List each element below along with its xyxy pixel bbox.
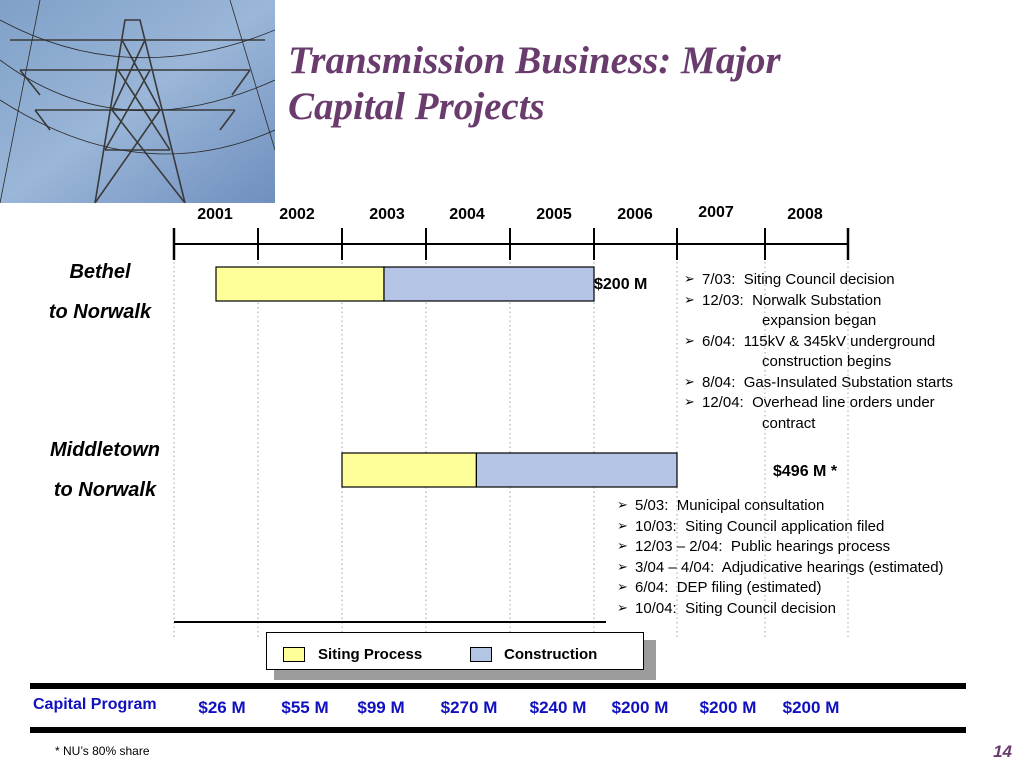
- milestone-item: 3/04 – 4/04: Adjudicative hearings (esti…: [617, 558, 944, 579]
- capital-program-value: $270 M: [440, 698, 498, 717]
- program-rule-bottom: [30, 727, 966, 733]
- capital-program-value: $240 M: [529, 698, 587, 717]
- milestone-item: 10/04: Siting Council decision: [617, 599, 944, 620]
- milestone-text: 115kV & 345kV underground: [743, 332, 936, 350]
- milestone-date: 12/04:: [702, 394, 744, 411]
- milestone-item: 12/03 – 2/04: Public hearings process: [617, 537, 944, 558]
- siting-bar: [341, 452, 477, 488]
- program-rule-top: [30, 683, 966, 689]
- milestone-text-continued: contract: [762, 414, 816, 432]
- capital-program-value: $200 M: [699, 698, 757, 717]
- milestone-date: 3/04 – 4/04:: [635, 558, 715, 576]
- milestone-date: 12/03 – 2/04:: [635, 538, 723, 555]
- legend-label-siting: Siting Process: [318, 646, 423, 663]
- milestone-text: Gas-Insulated Substation starts: [743, 373, 953, 391]
- legend-swatch-siting: [283, 647, 305, 662]
- milestone-item: 7/03: Siting Council decision: [684, 270, 953, 291]
- milestone-text-continued: expansion began: [762, 312, 877, 329]
- title-line-1: Transmission Business: Major: [288, 39, 781, 82]
- project-label-bethel: Bethel to Norwalk: [30, 252, 170, 332]
- milestone-text: Siting Council decision: [685, 599, 836, 617]
- capital-program-value: $26 M: [198, 698, 246, 717]
- capital-program-label: Capital Program: [33, 696, 157, 713]
- project-cost-bethel: $200 M: [594, 276, 648, 293]
- project-name-line-1: Middletown: [50, 439, 160, 461]
- milestone-date: 12/03:: [702, 291, 744, 309]
- milestone-date: 10/04:: [635, 599, 677, 617]
- transmission-tower-photo: [0, 0, 275, 203]
- milestone-text: Norwalk Substation: [752, 291, 882, 309]
- milestone-text: Municipal consultation: [676, 497, 825, 514]
- milestone-text: Adjudicative hearings (estimated): [721, 558, 944, 576]
- project-label-middletown: Middletown to Norwalk: [35, 430, 175, 510]
- year-tick-label: 2006: [617, 206, 653, 223]
- capital-program-value: $55 M: [281, 698, 329, 717]
- legend-swatch-construction: [470, 647, 492, 662]
- year-tick-label: 2007: [698, 204, 734, 221]
- milestones-bethel: 7/03: Siting Council decision12/03: Norw…: [684, 270, 953, 434]
- project-name-line-2: to Norwalk: [53, 479, 157, 501]
- milestones-middletown: 5/03: Municipal consultation10/03: Sitin…: [617, 496, 944, 619]
- milestone-item: 5/03: Municipal consultation: [617, 496, 944, 517]
- capital-program-value: $200 M: [611, 698, 669, 717]
- milestone-item: 8/04: Gas-Insulated Substation starts: [684, 373, 953, 394]
- construction-bar: [475, 452, 678, 488]
- project-cost-middletown: $496 M *: [773, 463, 838, 480]
- milestone-item: 12/04: Overhead line orders under contrac…: [684, 393, 953, 434]
- legend: Siting Process Construction: [266, 632, 644, 670]
- project-name-line-1: Bethel: [69, 261, 131, 283]
- milestone-item: 10/03: Siting Council application filed: [617, 517, 944, 538]
- milestone-date: 5/03:: [635, 497, 669, 514]
- milestone-date: 8/04:: [702, 373, 736, 391]
- milestone-text-continued: construction begins: [762, 353, 892, 370]
- footnote: * NU’s 80% share: [55, 744, 150, 758]
- milestone-item: 6/04: 115kV & 345kV underground construct…: [684, 332, 953, 373]
- construction-bar: [383, 266, 595, 302]
- milestone-text: Siting Council application filed: [685, 517, 885, 535]
- milestone-date: 7/03:: [702, 271, 736, 288]
- year-tick-label: 2001: [197, 206, 233, 223]
- milestone-item: 12/03: Norwalk Substation expansion began: [684, 291, 953, 332]
- year-tick-label: 2002: [279, 206, 315, 223]
- milestone-text: Overhead line orders under: [752, 394, 935, 411]
- milestone-text: Public hearings process: [730, 538, 891, 555]
- siting-bar: [215, 266, 385, 302]
- year-tick-label: 2008: [787, 206, 823, 223]
- milestone-date: 6/04:: [702, 332, 736, 350]
- year-tick-label: 2005: [536, 206, 572, 223]
- project-name-line-2: to Norwalk: [48, 301, 152, 323]
- milestone-date: 6/04:: [635, 579, 669, 596]
- milestone-item: 6/04: DEP filing (estimated): [617, 578, 944, 599]
- milestone-text: DEP filing (estimated): [676, 579, 822, 596]
- milestone-text: Siting Council decision: [743, 271, 895, 288]
- year-tick-label: 2004: [449, 206, 485, 223]
- legend-label-construction: Construction: [504, 646, 598, 663]
- slide-title: Transmission Business: Major Capital Pro…: [288, 38, 988, 130]
- capital-program-value: $99 M: [357, 698, 405, 717]
- page-number: 14: [993, 742, 1012, 761]
- capital-program-value: $200 M: [782, 698, 840, 717]
- milestone-date: 10/03:: [635, 517, 677, 535]
- year-tick-label: 2003: [369, 206, 405, 223]
- title-line-2: Capital Projects: [288, 85, 545, 128]
